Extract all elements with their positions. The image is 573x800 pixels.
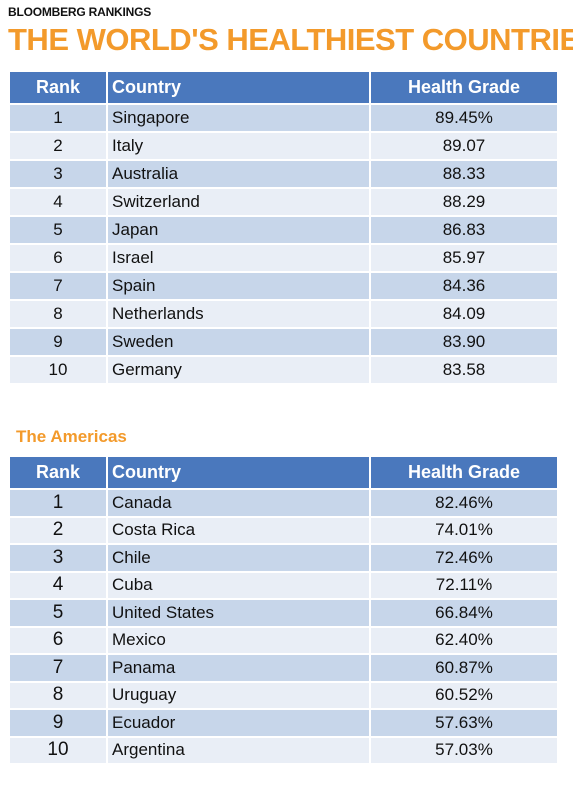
source-label: BLOOMBERG RANKINGS xyxy=(8,5,152,19)
country-cell: Singapore xyxy=(108,105,369,131)
column-header-rank: Rank xyxy=(10,457,106,488)
table-row: 4 Switzerland 88.29 xyxy=(10,189,557,215)
table-row: 7 Panama 60.87% xyxy=(10,655,557,681)
health-grade-cell: 85.97 xyxy=(371,245,557,271)
rank-cell: 10 xyxy=(10,357,106,383)
country-cell: Netherlands xyxy=(108,301,369,327)
top-table-body: 1 Singapore 89.45% 2 Italy 89.07 3 Australia 88.… xyxy=(10,105,557,383)
health-grade-cell: 72.46% xyxy=(371,545,557,571)
rank-cell: 9 xyxy=(10,329,106,355)
country-cell: Spain xyxy=(108,273,369,299)
top-countries-table: Rank Country Health Grade 1 Singapore 89.4… xyxy=(8,70,559,385)
rank-cell: 10 xyxy=(10,737,106,763)
rank-cell: 9 xyxy=(10,710,106,736)
country-cell: Germany xyxy=(108,357,369,383)
country-cell: Uruguay xyxy=(108,682,369,708)
table-row: 7 Spain 84.36 xyxy=(10,273,557,299)
column-header-rank: Rank xyxy=(10,72,106,103)
country-cell: Australia xyxy=(108,161,369,187)
country-cell: Japan xyxy=(108,217,369,243)
table-row: 3 Australia 88.33 xyxy=(10,161,557,187)
table-row: 2 Costa Rica 74.01% xyxy=(10,517,557,543)
health-grade-cell: 72.11% xyxy=(371,572,557,598)
rank-cell: 5 xyxy=(10,217,106,243)
americas-table: Rank Country Health Grade 1 Canada 82.46% 2… xyxy=(8,455,559,765)
country-cell: United States xyxy=(108,600,369,626)
table-row: 9 Sweden 83.90 xyxy=(10,329,557,355)
country-cell: Cuba xyxy=(108,572,369,598)
health-grade-cell: 89.07 xyxy=(371,133,557,159)
country-cell: Switzerland xyxy=(108,189,369,215)
rank-cell: 7 xyxy=(10,273,106,299)
country-cell: Costa Rica xyxy=(108,517,369,543)
rank-cell: 4 xyxy=(10,572,106,598)
rank-cell: 2 xyxy=(10,517,106,543)
column-header-country: Country xyxy=(108,72,369,103)
table-row: 1 Canada 82.46% xyxy=(10,490,557,516)
health-grade-cell: 86.83 xyxy=(371,217,557,243)
health-grade-cell: 88.33 xyxy=(371,161,557,187)
page-title: THE WORLD'S HEALTHIEST COUNTRIES xyxy=(8,22,573,57)
health-grade-cell: 57.63% xyxy=(371,710,557,736)
section-title-americas: The Americas xyxy=(16,427,127,446)
rank-cell: 8 xyxy=(10,682,106,708)
table-row: 6 Israel 85.97 xyxy=(10,245,557,271)
table-row: 10 Argentina 57.03% xyxy=(10,737,557,763)
column-header-health-grade: Health Grade xyxy=(371,72,557,103)
country-cell: Ecuador xyxy=(108,710,369,736)
country-cell: Canada xyxy=(108,490,369,516)
country-cell: Panama xyxy=(108,655,369,681)
health-grade-cell: 66.84% xyxy=(371,600,557,626)
rank-cell: 4 xyxy=(10,189,106,215)
table-row: 5 United States 66.84% xyxy=(10,600,557,626)
table-row: 8 Uruguay 60.52% xyxy=(10,682,557,708)
country-cell: Argentina xyxy=(108,737,369,763)
country-cell: Italy xyxy=(108,133,369,159)
table-row: 3 Chile 72.46% xyxy=(10,545,557,571)
table-row: 1 Singapore 89.45% xyxy=(10,105,557,131)
health-grade-cell: 84.36 xyxy=(371,273,557,299)
health-grade-cell: 62.40% xyxy=(371,627,557,653)
health-grade-cell: 89.45% xyxy=(371,105,557,131)
rank-cell: 8 xyxy=(10,301,106,327)
health-grade-cell: 84.09 xyxy=(371,301,557,327)
rank-cell: 6 xyxy=(10,627,106,653)
health-grade-cell: 88.29 xyxy=(371,189,557,215)
country-cell: Chile xyxy=(108,545,369,571)
table-row: 2 Italy 89.07 xyxy=(10,133,557,159)
americas-table-body: 1 Canada 82.46% 2 Costa Rica 74.01% 3 Chile 72.4… xyxy=(10,490,557,763)
table-header-row: Rank Country Health Grade xyxy=(10,72,557,103)
rank-cell: 2 xyxy=(10,133,106,159)
rank-cell: 3 xyxy=(10,545,106,571)
rank-cell: 1 xyxy=(10,490,106,516)
health-grade-cell: 83.90 xyxy=(371,329,557,355)
rank-cell: 1 xyxy=(10,105,106,131)
table-row: 5 Japan 86.83 xyxy=(10,217,557,243)
table-row: 9 Ecuador 57.63% xyxy=(10,710,557,736)
country-cell: Sweden xyxy=(108,329,369,355)
rank-cell: 6 xyxy=(10,245,106,271)
column-header-health-grade: Health Grade xyxy=(371,457,557,488)
country-cell: Israel xyxy=(108,245,369,271)
health-grade-cell: 60.52% xyxy=(371,682,557,708)
table-row: 4 Cuba 72.11% xyxy=(10,572,557,598)
rank-cell: 5 xyxy=(10,600,106,626)
rank-cell: 7 xyxy=(10,655,106,681)
country-cell: Mexico xyxy=(108,627,369,653)
health-grade-cell: 74.01% xyxy=(371,517,557,543)
table-row: 10 Germany 83.58 xyxy=(10,357,557,383)
column-header-country: Country xyxy=(108,457,369,488)
table-header-row: Rank Country Health Grade xyxy=(10,457,557,488)
health-grade-cell: 83.58 xyxy=(371,357,557,383)
health-grade-cell: 57.03% xyxy=(371,737,557,763)
table-row: 6 Mexico 62.40% xyxy=(10,627,557,653)
rank-cell: 3 xyxy=(10,161,106,187)
health-grade-cell: 82.46% xyxy=(371,490,557,516)
health-grade-cell: 60.87% xyxy=(371,655,557,681)
table-row: 8 Netherlands 84.09 xyxy=(10,301,557,327)
